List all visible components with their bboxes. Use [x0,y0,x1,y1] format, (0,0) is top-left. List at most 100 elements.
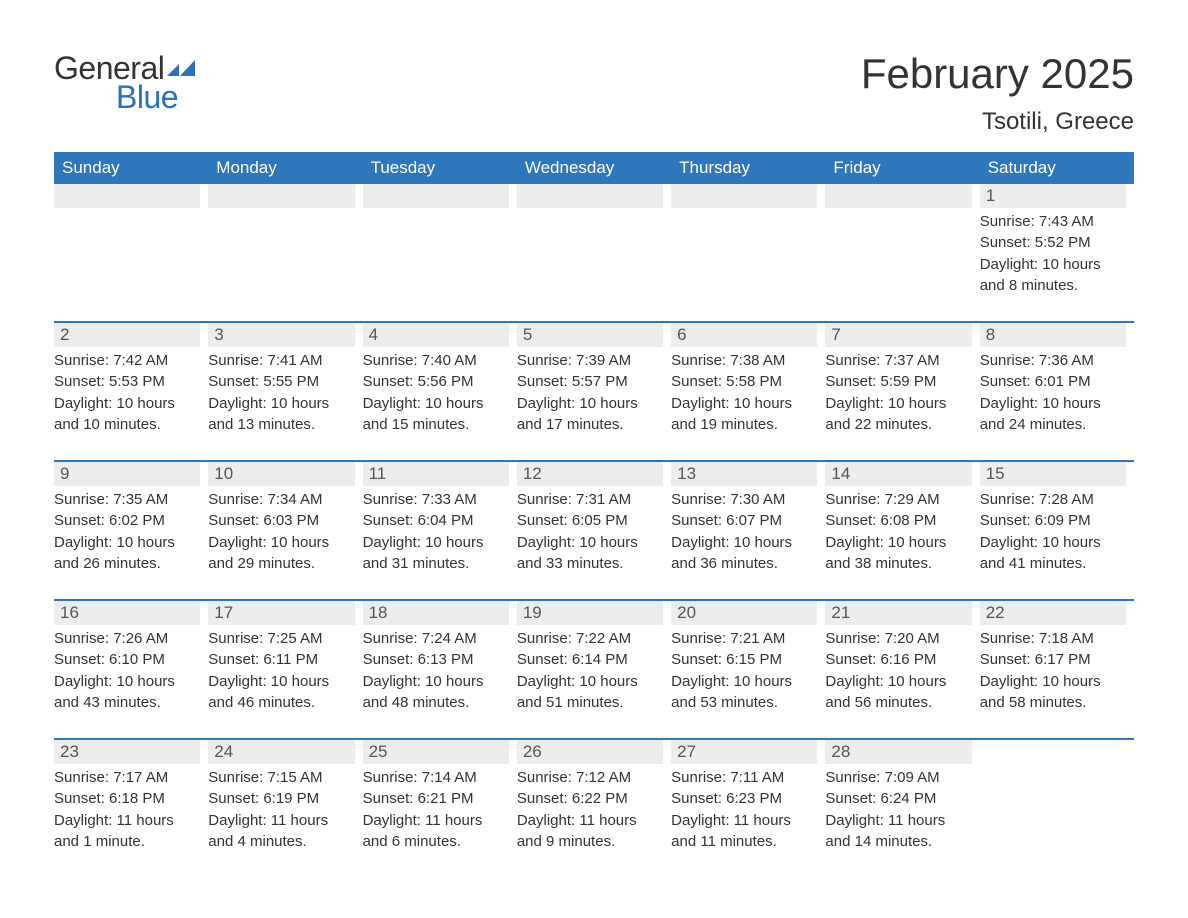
day-sunset: Sunset: 6:22 PM [517,789,663,809]
day-info: Sunrise: 7:28 AMSunset: 6:09 PMDaylight:… [980,490,1126,574]
calendar-week: 16Sunrise: 7:26 AMSunset: 6:10 PMDayligh… [54,599,1134,720]
day-cell: 16Sunrise: 7:26 AMSunset: 6:10 PMDayligh… [54,601,208,720]
day-cell: 15Sunrise: 7:28 AMSunset: 6:09 PMDayligh… [980,462,1134,581]
day-daylight1: Daylight: 10 hours [671,394,817,414]
day-daylight1: Daylight: 10 hours [363,533,509,553]
day-sunset: Sunset: 6:03 PM [208,511,354,531]
day-number: 4 [363,323,509,347]
day-daylight2: and 53 minutes. [671,693,817,713]
day-daylight1: Daylight: 10 hours [363,672,509,692]
day-sunrise: Sunrise: 7:34 AM [208,490,354,510]
day-info: Sunrise: 7:40 AMSunset: 5:56 PMDaylight:… [363,351,509,435]
day-sunset: Sunset: 6:19 PM [208,789,354,809]
day-daylight2: and 8 minutes. [980,276,1126,296]
day-number: 25 [363,740,509,764]
day-number: 24 [208,740,354,764]
day-number: 2 [54,323,200,347]
day-daylight1: Daylight: 10 hours [671,533,817,553]
weekday-label: Thursday [671,152,825,184]
month-title: February 2025 [861,50,1134,98]
day-info: Sunrise: 7:43 AMSunset: 5:52 PMDaylight:… [980,212,1126,296]
day-daylight2: and 41 minutes. [980,554,1126,574]
day-sunset: Sunset: 6:14 PM [517,650,663,670]
day-sunset: Sunset: 6:17 PM [980,650,1126,670]
day-number: 12 [517,462,663,486]
day-sunset: Sunset: 6:24 PM [825,789,971,809]
day-cell: 9Sunrise: 7:35 AMSunset: 6:02 PMDaylight… [54,462,208,581]
day-daylight2: and 6 minutes. [363,832,509,852]
day-daylight1: Daylight: 10 hours [54,394,200,414]
day-number: 17 [208,601,354,625]
day-daylight2: and 46 minutes. [208,693,354,713]
day-daylight1: Daylight: 10 hours [517,672,663,692]
day-sunset: Sunset: 6:23 PM [671,789,817,809]
day-daylight1: Daylight: 11 hours [825,811,971,831]
day-info: Sunrise: 7:42 AMSunset: 5:53 PMDaylight:… [54,351,200,435]
day-daylight2: and 48 minutes. [363,693,509,713]
day-sunset: Sunset: 6:21 PM [363,789,509,809]
weekday-label: Monday [208,152,362,184]
day-number: 1 [980,184,1126,208]
day-daylight1: Daylight: 11 hours [517,811,663,831]
title-block: February 2025 Tsotili, Greece [861,50,1134,136]
day-info: Sunrise: 7:39 AMSunset: 5:57 PMDaylight:… [517,351,663,435]
weekday-label: Sunday [54,152,208,184]
day-daylight2: and 51 minutes. [517,693,663,713]
day-cell-empty [980,740,1134,859]
day-info: Sunrise: 7:36 AMSunset: 6:01 PMDaylight:… [980,351,1126,435]
day-daylight2: and 4 minutes. [208,832,354,852]
day-cell: 20Sunrise: 7:21 AMSunset: 6:15 PMDayligh… [671,601,825,720]
day-sunrise: Sunrise: 7:39 AM [517,351,663,371]
day-cell: 8Sunrise: 7:36 AMSunset: 6:01 PMDaylight… [980,323,1134,442]
day-info: Sunrise: 7:12 AMSunset: 6:22 PMDaylight:… [517,768,663,852]
day-daylight2: and 33 minutes. [517,554,663,574]
day-cell: 2 Sunrise: 7:42 AMSunset: 5:53 PMDaylight… [54,323,208,442]
day-sunrise: Sunrise: 7:15 AM [208,768,354,788]
day-cell-empty [825,184,979,303]
day-number [363,184,509,208]
day-sunrise: Sunrise: 7:28 AM [980,490,1126,510]
day-sunset: Sunset: 5:59 PM [825,372,971,392]
day-info: Sunrise: 7:31 AMSunset: 6:05 PMDaylight:… [517,490,663,574]
day-sunrise: Sunrise: 7:09 AM [825,768,971,788]
day-daylight2: and 31 minutes. [363,554,509,574]
day-cell: 11Sunrise: 7:33 AMSunset: 6:04 PMDayligh… [363,462,517,581]
day-info: Sunrise: 7:22 AMSunset: 6:14 PMDaylight:… [517,629,663,713]
day-info: Sunrise: 7:15 AMSunset: 6:19 PMDaylight:… [208,768,354,852]
day-cell: 4 Sunrise: 7:40 AMSunset: 5:56 PMDaylight… [363,323,517,442]
day-cell: 12 Sunrise: 7:31 AMSunset: 6:05 PMDayligh… [517,462,671,581]
day-daylight1: Daylight: 10 hours [825,394,971,414]
day-number: 26 [517,740,663,764]
logo-text-blue: Blue [116,79,197,116]
day-cell: 21Sunrise: 7:20 AMSunset: 6:16 PMDayligh… [825,601,979,720]
day-info: Sunrise: 7:21 AMSunset: 6:15 PMDaylight:… [671,629,817,713]
weekday-label: Friday [825,152,979,184]
day-daylight1: Daylight: 10 hours [980,672,1126,692]
day-cell: 28Sunrise: 7:09 AMSunset: 6:24 PMDayligh… [825,740,979,859]
day-cell-empty [363,184,517,303]
day-cell: 6Sunrise: 7:38 AMSunset: 5:58 PMDaylight… [671,323,825,442]
day-sunset: Sunset: 6:18 PM [54,789,200,809]
day-sunset: Sunset: 6:09 PM [980,511,1126,531]
day-daylight1: Daylight: 11 hours [208,811,354,831]
day-sunrise: Sunrise: 7:31 AM [517,490,663,510]
day-daylight1: Daylight: 10 hours [517,533,663,553]
day-sunrise: Sunrise: 7:35 AM [54,490,200,510]
day-number [517,184,663,208]
day-number: 27 [671,740,817,764]
day-cell: 1 Sunrise: 7:43 AMSunset: 5:52 PMDaylight… [980,184,1134,303]
day-cell: 3Sunrise: 7:41 AMSunset: 5:55 PMDaylight… [208,323,362,442]
day-sunrise: Sunrise: 7:21 AM [671,629,817,649]
day-sunset: Sunset: 6:13 PM [363,650,509,670]
day-info: Sunrise: 7:38 AMSunset: 5:58 PMDaylight:… [671,351,817,435]
day-sunrise: Sunrise: 7:17 AM [54,768,200,788]
day-info: Sunrise: 7:24 AMSunset: 6:13 PMDaylight:… [363,629,509,713]
calendar: Sunday Monday Tuesday Wednesday Thursday… [54,152,1134,859]
day-cell: 5 Sunrise: 7:39 AMSunset: 5:57 PMDaylight… [517,323,671,442]
day-sunrise: Sunrise: 7:18 AM [980,629,1126,649]
day-sunset: Sunset: 5:55 PM [208,372,354,392]
day-number: 22 [980,601,1126,625]
day-number: 5 [517,323,663,347]
day-daylight1: Daylight: 11 hours [671,811,817,831]
day-cell-empty [54,184,208,303]
